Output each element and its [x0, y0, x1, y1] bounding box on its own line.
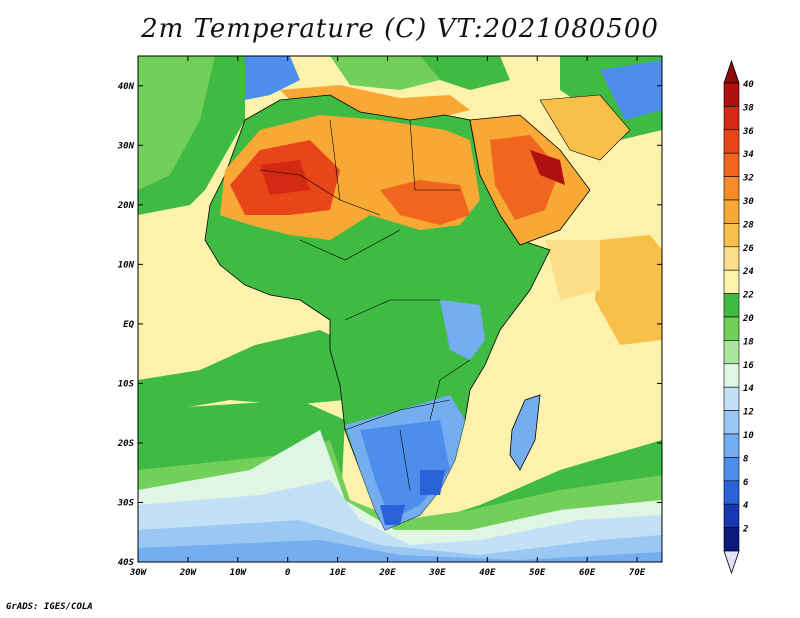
colorbar-label: 6 — [743, 478, 749, 488]
lat-tick-label: 40N — [118, 82, 135, 92]
colorbar-bin — [723, 410, 740, 435]
colorbar-label: 24 — [742, 267, 754, 277]
lon-tick-label: 50E — [529, 568, 546, 578]
colorbar-label: 36 — [742, 127, 754, 137]
colorbar-bin — [723, 480, 740, 505]
colorbar-label: 2 — [742, 525, 748, 535]
colorbar-bin — [723, 386, 740, 411]
colorbar-over-arrow — [723, 59, 740, 84]
colorbar-label: 38 — [742, 103, 754, 113]
colorbar-label: 26 — [742, 244, 754, 254]
lat-tick-label: 10N — [118, 260, 135, 270]
lon-tick-label: 20W — [179, 568, 198, 578]
colorbar-bin — [723, 363, 740, 388]
colorbar-label: 28 — [742, 220, 754, 230]
colorbar-bin — [723, 129, 740, 154]
colorbar-bin — [723, 503, 740, 528]
lat-tick-label: 30N — [117, 141, 135, 151]
colorbar-bin — [723, 106, 740, 131]
colorbar-label: 16 — [743, 361, 754, 371]
colorbar-bin — [723, 316, 740, 341]
colorbar-label: 40 — [743, 80, 754, 90]
land-field — [204, 56, 631, 531]
axis-ticks: 30W 20W 10W 0 10E 20E 30E 40E 50E 60E 70E 40N 30N 20N… — [117, 56, 662, 578]
lat-tick-label: 20S — [117, 439, 135, 449]
colorbar-bin — [723, 223, 740, 248]
colorbar-bin — [723, 527, 740, 552]
colorbar-bin — [723, 433, 740, 458]
colorbar-bin — [723, 269, 740, 294]
colorbar-label: 10 — [743, 431, 754, 441]
credit-label: GrADS: IGES/COLA — [6, 602, 93, 612]
map-title: 2m Temperature (C) VT:2021080500 — [141, 14, 659, 44]
colorbar-bin — [723, 340, 740, 365]
lat-tick-label: EQ — [123, 320, 134, 330]
colorbar-label: 20 — [742, 314, 754, 324]
colorbar-bin — [723, 246, 740, 271]
colorbar-label: 14 — [743, 384, 754, 394]
colorbar-bin — [723, 82, 740, 107]
lat-tick-label: 10S — [118, 379, 135, 389]
lon-tick-label: 40E — [479, 568, 496, 578]
map-frame — [137, 55, 663, 563]
colorbar-bin — [723, 457, 740, 482]
colorbar-bin — [723, 152, 740, 177]
lon-tick-label: 60E — [579, 568, 596, 578]
colorbar-label: 34 — [742, 150, 754, 160]
colorbar-under-arrow — [723, 550, 740, 575]
colorbar-bin — [723, 293, 740, 318]
lon-tick-label: 20E — [378, 568, 396, 578]
colorbar-label: 30 — [742, 197, 754, 207]
lat-tick-label: 20N — [117, 201, 135, 211]
colorbar-label: 22 — [742, 291, 754, 301]
lat-tick-label: 40S — [118, 558, 135, 568]
lon-tick-label: 0 — [285, 568, 291, 578]
colorbar-label: 12 — [743, 408, 754, 418]
colorbar: 40 38 36 34 32 30 28 26 24 22 20 18 16 14 12 10 8 6 4 2 — [723, 59, 754, 575]
colorbar-label: 18 — [743, 337, 754, 347]
lon-tick-label: 30W — [129, 568, 148, 578]
colorbar-bin — [723, 199, 740, 224]
lon-tick-label: 10E — [329, 568, 346, 578]
lon-tick-label: 70E — [629, 568, 646, 578]
lon-tick-label: 10W — [230, 568, 248, 578]
lon-tick-label: 30E — [428, 568, 446, 578]
colorbar-bin — [723, 176, 740, 201]
lat-tick-label: 30S — [117, 498, 135, 508]
colorbar-label: 32 — [742, 174, 754, 184]
colorbar-label: 8 — [743, 454, 748, 464]
colorbar-label: 4 — [743, 501, 748, 511]
